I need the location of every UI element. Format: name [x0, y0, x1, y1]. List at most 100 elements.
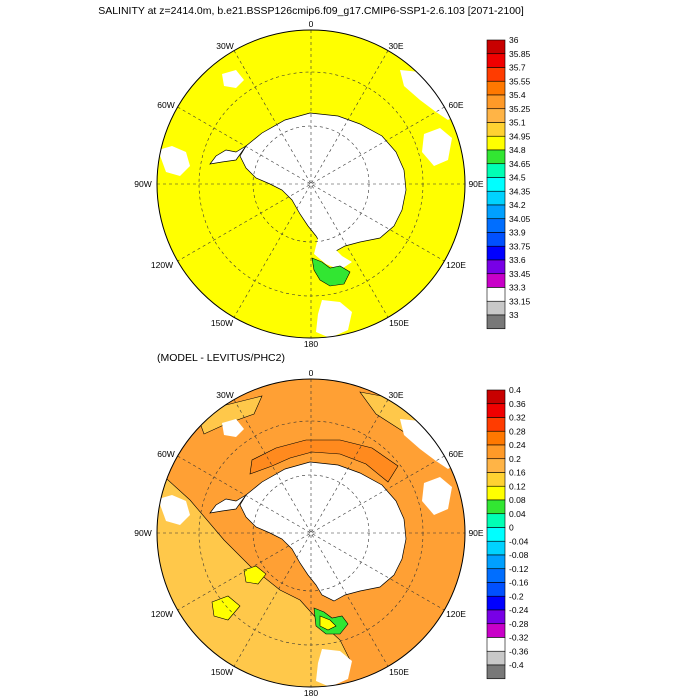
top-white-region-west [158, 146, 190, 176]
bottom-lon-180: 180 [304, 688, 318, 698]
top-lon-120w: 120W [151, 260, 173, 270]
colorbar-swatch [486, 458, 506, 473]
colorbar-swatch [486, 177, 506, 192]
colorbar-swatch [486, 53, 506, 68]
colorbar-swatch [486, 485, 506, 501]
colorbar-swatch [486, 650, 506, 666]
colorbar-tick-label: 0.24 [509, 440, 526, 450]
top-lon-0: 0 [309, 19, 314, 29]
colorbar-swatch [486, 273, 506, 288]
colorbar-swatch [486, 527, 506, 542]
colorbar-tick-label: 34.2 [509, 200, 526, 210]
colorbar-tick-label: 33.9 [509, 228, 526, 238]
top-lon-120e: 120E [446, 260, 466, 270]
colorbar-tick-label: 0.08 [509, 495, 526, 505]
top-lon-60w: 60W [157, 100, 174, 110]
bottom-lon-120e: 120E [446, 609, 466, 619]
colorbar-swatch [486, 389, 506, 405]
bottom-yellow-ring [319, 615, 337, 631]
colorbar-swatch [486, 218, 506, 233]
bottom-lon-90w: 90W [134, 528, 151, 538]
bottom-map [157, 379, 465, 687]
bottom-lon-30w: 30W [216, 390, 233, 400]
colorbar-tick-label: 0.36 [509, 399, 526, 409]
top-lon-30w: 30W [216, 41, 233, 51]
top-lon-180: 180 [304, 339, 318, 349]
bottom-lon-150w: 150W [211, 667, 233, 677]
colorbar-swatch [486, 540, 506, 556]
colorbar-tick-label: 34.95 [509, 131, 531, 141]
colorbar-tick-label: -0.28 [509, 619, 529, 629]
bottom-white-region-west [158, 495, 190, 525]
bottom-dark-band [249, 439, 399, 483]
colorbar-swatch [486, 287, 506, 302]
colorbar-tick-label: -0.2 [509, 591, 524, 601]
top-lon-90w: 90W [134, 179, 151, 189]
top-lon-150w: 150W [211, 318, 233, 328]
top-white-region-south [316, 300, 352, 338]
bottom-yellow-blob-1 [243, 565, 267, 585]
bottom-colorbar: 0.4 0.36 0.32 0.28 0.24 0.2 0.16 0.12 0.08 0.04 0 -… [486, 385, 529, 680]
top-map [157, 30, 465, 338]
colorbar-tick-label: 0.28 [509, 426, 526, 436]
colorbar-tick-label: -0.08 [509, 550, 529, 560]
colorbar-swatch [486, 444, 506, 460]
colorbar-swatch [486, 417, 506, 432]
colorbar-tick-label: 34.35 [509, 186, 531, 196]
colorbar-tick-label: 34.5 [509, 173, 526, 183]
colorbar-tick-label: -0.4 [509, 660, 524, 670]
colorbar-swatch [486, 67, 506, 82]
bottom-white-island [222, 419, 244, 437]
bottom-white-region-south [316, 649, 352, 687]
colorbar-swatch [486, 108, 506, 123]
colorbar-swatch [486, 637, 506, 652]
bottom-panel: (MODEL - LEVITUS/PHC2) [134, 352, 528, 698]
colorbar-tick-label: -0.16 [509, 578, 529, 588]
colorbar-swatch [486, 568, 506, 583]
bottom-lon-0: 0 [309, 368, 314, 378]
colorbar-tick-label: -0.32 [509, 633, 529, 643]
top-colorbar: 36 35.85 35.7 35.55 35.4 35.25 35.1 34.95 34.8 34… [486, 35, 531, 330]
colorbar-tick-label: -0.36 [509, 646, 529, 656]
bottom-peninsula [209, 494, 247, 514]
top-graticule [157, 30, 465, 338]
bottom-lon-60e: 60E [448, 449, 463, 459]
colorbar-swatch [486, 245, 506, 261]
bottom-yellow-blob-2 [211, 595, 241, 621]
colorbar-tick-label: 0.04 [509, 509, 526, 519]
top-lon-90e: 90E [468, 179, 483, 189]
colorbar-swatch [486, 472, 506, 487]
colorbar-tick-label: -0.24 [509, 605, 529, 615]
top-lon-150e: 150E [389, 318, 409, 328]
colorbar-swatch [486, 609, 506, 625]
bottom-lon-90e: 90E [468, 528, 483, 538]
bottom-longitude-labels: 0 30E 60E 90E 120E 150E 180 150W 120W 90… [134, 368, 484, 698]
colorbar-swatch [486, 582, 506, 597]
colorbar-swatch [486, 403, 506, 418]
bottom-light-patch-north [195, 395, 263, 435]
colorbar-swatch [486, 430, 506, 446]
colorbar-tick-label: 35.4 [509, 90, 526, 100]
colorbar-tick-label: 33 [509, 310, 519, 320]
colorbar-swatch [486, 39, 506, 55]
colorbar-tick-label: 35.25 [509, 104, 531, 114]
top-map-border [156, 29, 466, 339]
colorbar-tick-label: 0.16 [509, 468, 526, 478]
bottom-map-border [156, 378, 466, 688]
top-lon-30e: 30E [388, 41, 403, 51]
colorbar-swatch [486, 122, 506, 137]
colorbar-swatch [486, 163, 506, 178]
bottom-lon-30e: 30E [388, 390, 403, 400]
top-ice-shelf [314, 238, 352, 270]
top-white-island [222, 70, 244, 88]
top-green-patch [311, 257, 351, 287]
top-longitude-labels: 0 30E 60E 90E 120E 150E 180 150W 120W 90… [134, 19, 484, 349]
bottom-antarctica [239, 461, 407, 602]
colorbar-tick-label: -0.12 [509, 564, 529, 574]
colorbar-swatch [486, 149, 506, 165]
colorbar-swatch [486, 314, 506, 330]
colorbar-tick-label: 34.05 [509, 214, 531, 224]
colorbar-swatch [486, 190, 506, 206]
colorbar-tick-label: 33.15 [509, 296, 531, 306]
colorbar-tick-label: 35.7 [509, 63, 526, 73]
